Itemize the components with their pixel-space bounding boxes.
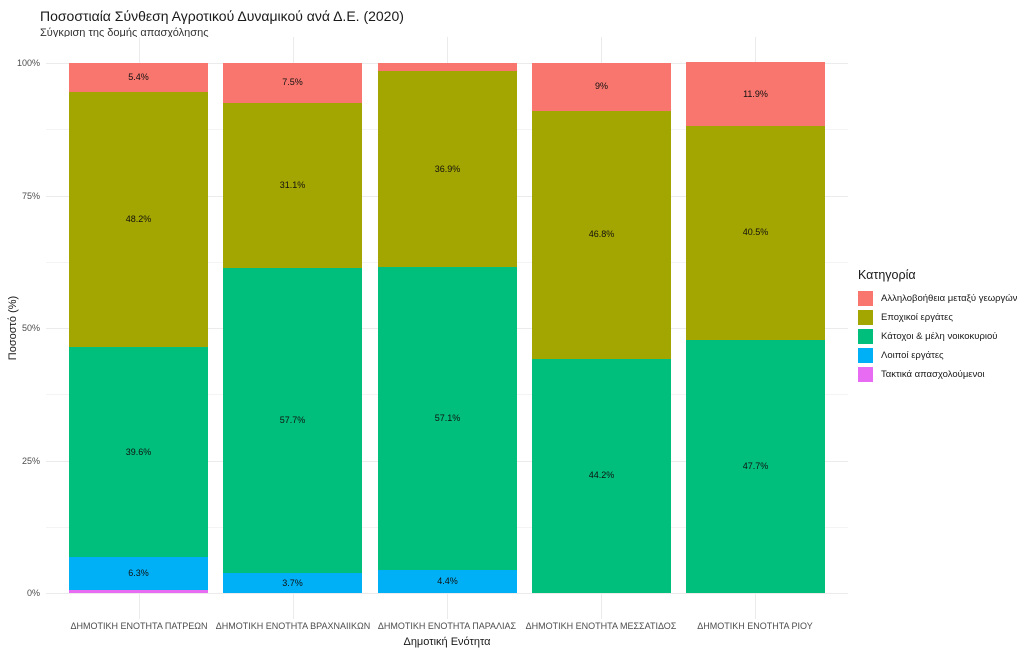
legend-item: Κάτοχοι & μέλη νοικοκυριού <box>858 329 1024 344</box>
bar-segment-label: 57.1% <box>434 412 461 423</box>
chart-title: Ποσοστιαία Σύνθεση Αγροτικού Δυναμικού α… <box>40 8 404 24</box>
bar-segment: 6.3% <box>69 556 208 591</box>
bar-segment-label: 40.5% <box>742 227 769 238</box>
y-tick-label: 0% <box>26 588 40 598</box>
legend-swatch <box>858 291 873 306</box>
bar-segment: 7.5% <box>223 63 362 103</box>
bar-segment-label: 6.3% <box>128 568 149 579</box>
bar-segment: 47.7% <box>686 340 825 593</box>
bar-segment: 57.7% <box>223 267 362 574</box>
legend-item-label: Εποχικοί εργάτες <box>881 312 953 323</box>
bar-segment: 5.4% <box>69 63 208 92</box>
bar-segment <box>378 63 517 72</box>
bar-segment: 11.9% <box>686 62 825 126</box>
bar-segment: 4.4% <box>378 569 517 593</box>
bar: 11.9% 40.5% 47.7% <box>686 62 825 593</box>
x-axis-title: Δημοτική Ενότητα <box>403 636 491 648</box>
x-tick-label: ΔΗΜΟΤΙΚΗ ΕΝΟΤΗΤΑ ΠΑΡΑΛΙΑΣ <box>377 621 517 631</box>
bar-segment: 3.7% <box>223 573 362 593</box>
bar: 36.9% 57.1% 4.4% <box>378 63 517 593</box>
bar-segment-label: 3.7% <box>282 577 303 588</box>
bar-segment: 31.1% <box>223 102 362 268</box>
bar-segment-label: 46.8% <box>588 229 615 240</box>
x-tick-label: ΔΗΜΟΤΙΚΗ ΕΝΟΤΗΤΑ ΜΕΣΣΑΤΙΔΟΣ <box>525 621 677 631</box>
legend-items: Αλληλοβοήθεια μεταξύ γεωργών Εποχικοί εργ… <box>858 291 1024 382</box>
legend-item: Λοιποί εργάτες <box>858 348 1024 363</box>
bar-segment: 46.8% <box>532 110 671 359</box>
bar: 5.4% 48.2% 39.6% 6.3% <box>69 63 208 593</box>
bar-segment-label: 7.5% <box>282 77 303 88</box>
legend-title: Κατηγορία <box>858 268 916 282</box>
legend-item-label: Τακτικά απασχολούμενοι <box>881 369 985 380</box>
y-tick-label: 25% <box>21 455 40 466</box>
bar-segment-label: 5.4% <box>128 71 149 82</box>
legend: Κατηγορία Αλληλοβοήθεια μεταξύ γεωργών Επ… <box>858 268 1024 386</box>
bar-segment: 48.2% <box>69 91 208 348</box>
y-tick-label: 75% <box>21 190 40 201</box>
x-tick-label: ΔΗΜΟΤΙΚΗ ΕΝΟΤΗΤΑ ΠΑΤΡΕΩΝ <box>70 621 208 631</box>
legend-item: Εποχικοί εργάτες <box>858 310 1024 325</box>
bar-segment: 57.1% <box>378 267 517 570</box>
bar-segment <box>69 590 208 593</box>
legend-swatch <box>858 348 873 363</box>
legend-item-label: Λοιποί εργάτες <box>881 350 944 361</box>
bar: 7.5% 31.1% 57.7% 3.7% <box>223 63 362 593</box>
bar-segment-label: 48.2% <box>125 213 152 224</box>
legend-item-label: Αλληλοβοήθεια μεταξύ γεωργών <box>881 293 1018 304</box>
bar-segment-label: 36.9% <box>434 163 461 174</box>
plot-panel: 5.4% 48.2% 39.6% 6.3% 7.5% 31.1% 57.7% 3.7% 36.9… <box>46 37 848 619</box>
legend-swatch <box>858 367 873 382</box>
bar-segment-label: 11.9% <box>743 88 768 99</box>
bar-segment-label: 47.7% <box>742 461 769 472</box>
bar-segment: 9% <box>532 63 671 111</box>
legend-item: Αλληλοβοήθεια μεταξύ γεωργών <box>858 291 1024 306</box>
legend-item-label: Κάτοχοι & μέλη νοικοκυριού <box>881 331 998 342</box>
x-tick-label: ΔΗΜΟΤΙΚΗ ΕΝΟΤΗΤΑ ΡΙΟΥ <box>697 621 813 631</box>
y-tick-label: 50% <box>21 323 40 333</box>
bar-segment-label: 9% <box>594 81 608 92</box>
x-tick-label: ΔΗΜΟΤΙΚΗ ΕΝΟΤΗΤΑ ΒΡΑΧΝΑΙΙΚΩΝ <box>215 621 371 631</box>
bar-segment-label: 44.2% <box>588 470 615 481</box>
bar-segment: 39.6% <box>69 347 208 557</box>
bar-segment: 44.2% <box>532 358 671 593</box>
bar-segment-label: 4.4% <box>437 575 458 586</box>
bar: 9% 46.8% 44.2% <box>532 63 671 593</box>
bar-segment: 40.5% <box>686 125 825 341</box>
legend-item: Τακτικά απασχολούμενοι <box>858 367 1024 382</box>
bar-segment-label: 39.6% <box>125 446 152 457</box>
bar-segment-label: 31.1% <box>279 179 306 190</box>
bar-segment-label: 57.7% <box>279 414 306 425</box>
chart-subtitle: Σύγκριση της δομής απασχόλησης <box>40 27 209 39</box>
legend-swatch <box>858 329 873 344</box>
legend-swatch <box>858 310 873 325</box>
bar-segment: 36.9% <box>378 71 517 268</box>
y-tick-label: 100% <box>16 58 40 68</box>
